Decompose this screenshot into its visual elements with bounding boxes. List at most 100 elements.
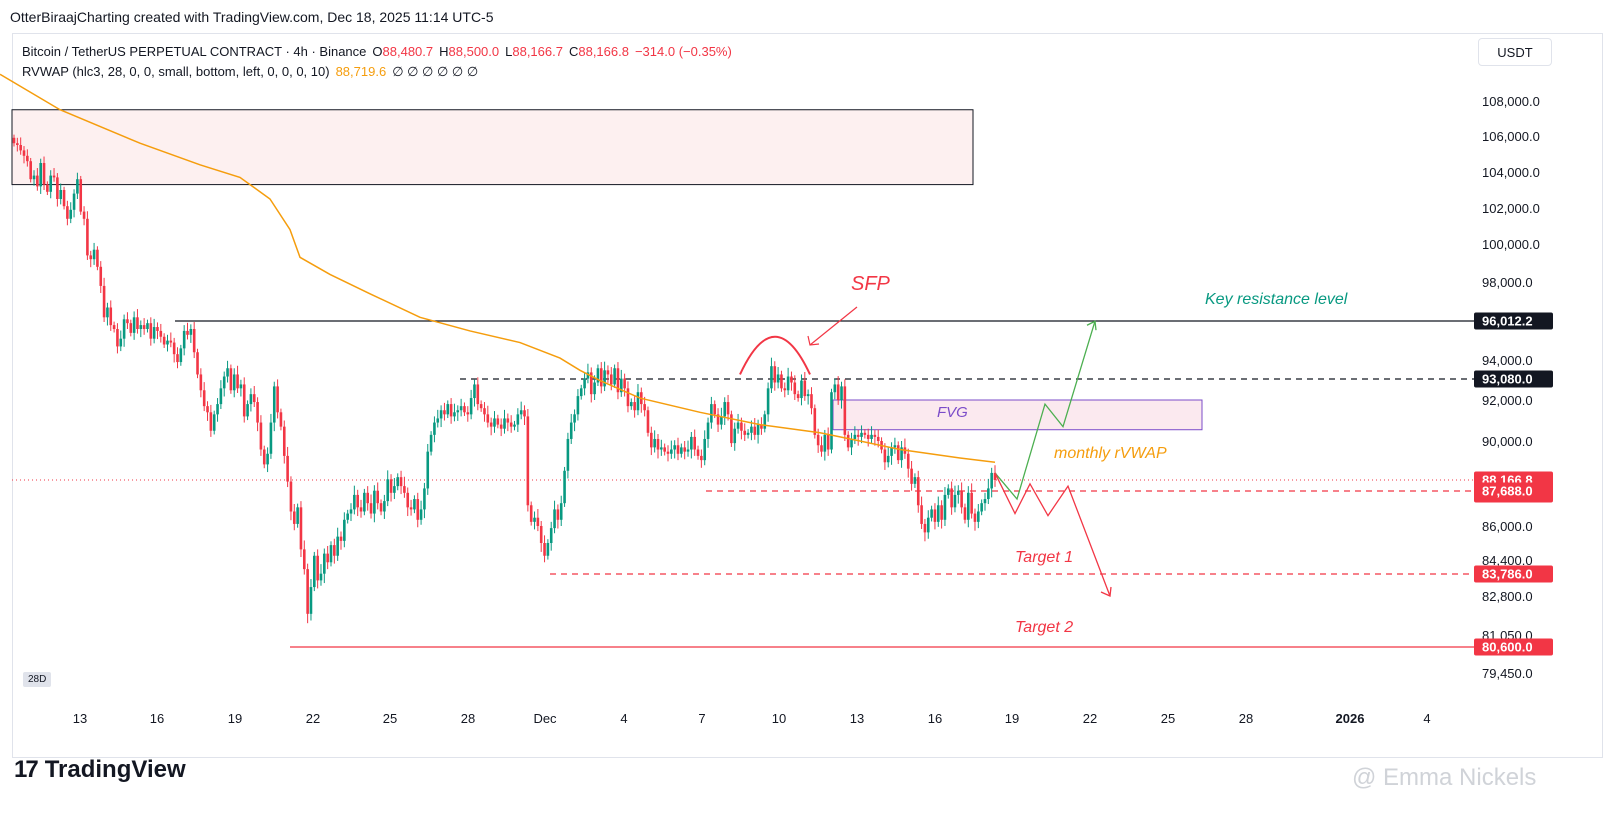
candle-body (963, 507, 967, 520)
candle-body (39, 163, 42, 187)
candle-body (166, 340, 169, 345)
candle-body (750, 426, 753, 433)
candle-body (946, 488, 950, 495)
price-label: 80,600.0 (1482, 640, 1533, 655)
candle-body (136, 317, 139, 329)
price-label-box (1474, 482, 1553, 500)
x-tick-label: 4 (1423, 711, 1430, 726)
candle-body (276, 386, 279, 413)
candle-body (172, 342, 176, 355)
candle-body (79, 179, 83, 212)
candle-body (369, 503, 373, 514)
candle-body (566, 438, 570, 471)
candle-body (26, 155, 29, 162)
currency-button[interactable]: USDT (1478, 38, 1552, 66)
candle-body (179, 348, 183, 363)
candle-body (823, 434, 827, 452)
indicator-title[interactable]: RVWAP (hlc3, 28, 0, 0, small, bottom, le… (22, 64, 330, 79)
candle-body (373, 490, 376, 514)
candle-body (533, 517, 536, 522)
candle-body (242, 384, 246, 417)
candle-body (403, 486, 406, 493)
candle-body (619, 378, 623, 393)
candle-body (573, 414, 576, 423)
x-tick-label: 22 (306, 711, 320, 726)
candle-body (816, 434, 820, 446)
high-label: H (439, 44, 449, 59)
open-label: O (372, 44, 383, 59)
candle-body (216, 404, 219, 415)
candle-body (940, 505, 943, 520)
candle-body (493, 418, 496, 427)
candle-body (680, 447, 683, 454)
candle-body (953, 494, 957, 508)
candle-body (559, 503, 563, 520)
candle-body (16, 143, 19, 145)
candle-body (670, 449, 673, 454)
y-tick-label: 90,000.0 (1482, 434, 1533, 449)
candle-body (279, 412, 283, 427)
x-tick-label: 4 (620, 711, 627, 726)
candle-body (396, 477, 400, 487)
candle-body (546, 543, 550, 556)
candle-body (439, 410, 443, 419)
candle-body (59, 190, 63, 199)
symbol-title[interactable]: Bitcoin / TetherUS PERPETUAL CONTRACT · … (22, 44, 367, 59)
sfp-label: SFP (851, 273, 891, 295)
candle-body (186, 330, 189, 335)
candle-body (473, 384, 476, 399)
x-tick-label: 28 (461, 711, 475, 726)
candle-body (563, 470, 566, 504)
candle-body (122, 319, 126, 339)
candle-body (933, 509, 937, 522)
candle-body (272, 386, 276, 423)
candle-body (800, 380, 803, 399)
watermark: @ Emma Nickels (1352, 764, 1536, 792)
close-label: C (568, 44, 579, 59)
candle-body (663, 447, 666, 452)
candle-body (890, 447, 893, 456)
candle-body (950, 488, 953, 508)
candle-body (503, 418, 506, 429)
candle-body (269, 422, 273, 454)
candle-body (987, 488, 990, 500)
candle-body (239, 384, 243, 389)
candle-body (32, 175, 36, 180)
period-tag[interactable]: 28D (23, 672, 52, 687)
candle-body (132, 317, 136, 333)
y-tick-label: 92,000.0 (1482, 393, 1533, 408)
bullish-arrowhead (1086, 320, 1097, 331)
candle-body (236, 374, 239, 389)
x-tick-label: 2026 (1336, 711, 1365, 726)
candle-body (763, 414, 767, 429)
x-tick-label: 16 (150, 711, 164, 726)
candle-body (629, 402, 633, 407)
candle-body (623, 378, 626, 389)
candle-body (690, 436, 693, 450)
candle-body (262, 449, 266, 465)
candle-body (489, 422, 493, 427)
tradingview-logo[interactable]: 17 TradingView (14, 756, 186, 784)
candle-body (413, 499, 416, 510)
candle-body (713, 404, 717, 415)
candle-body (977, 511, 980, 522)
candle-body (876, 436, 880, 441)
candle-body (983, 499, 987, 504)
candle-body (49, 175, 53, 192)
candle-body (723, 402, 727, 417)
candle-body (519, 410, 523, 415)
candle-body (82, 211, 86, 219)
candle-body (820, 445, 823, 452)
candle-body (222, 376, 226, 389)
candle-body (896, 445, 900, 461)
candle-body (96, 249, 99, 267)
candle-body (149, 323, 153, 339)
candle-body (299, 507, 303, 550)
candle-body (569, 422, 573, 439)
candle-body (866, 434, 870, 439)
candle-body (523, 410, 526, 417)
candle-body (900, 447, 903, 461)
y-tick-label: 82,800.0 (1482, 589, 1533, 604)
x-tick-label: 25 (1161, 711, 1175, 726)
